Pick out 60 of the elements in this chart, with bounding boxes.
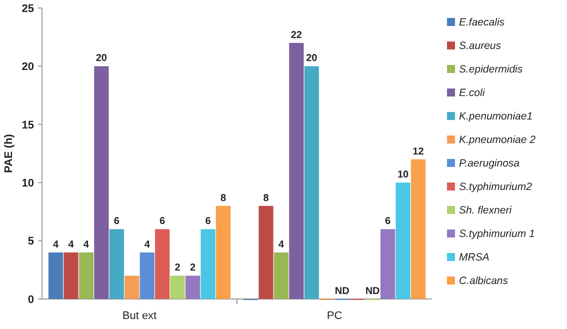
data-label: 2	[174, 262, 181, 274]
bar	[396, 182, 410, 299]
y-axis-title: PAE (h)	[3, 134, 15, 173]
bar	[410, 159, 426, 299]
y-tick-label: 25	[22, 2, 34, 15]
data-label: 4	[278, 239, 284, 250]
data-label: 4	[68, 239, 74, 250]
data-label: 8	[220, 192, 226, 204]
legend-label: S.epidermidis	[459, 64, 524, 76]
data-label: 12	[412, 146, 424, 158]
data-label: ND	[365, 286, 380, 297]
y-tick-label: 15	[22, 119, 34, 132]
y-tick-label: 5	[28, 236, 34, 248]
data-label: 8	[263, 192, 270, 204]
bar	[48, 252, 64, 299]
legend-label: S.aureus	[459, 40, 502, 52]
legend-label: K.pneumoniae 2	[459, 134, 536, 146]
data-label: 6	[114, 216, 120, 228]
data-label: ND	[334, 286, 350, 297]
data-label: 10	[397, 170, 410, 181]
legend-label: P.aeruginosa	[459, 158, 520, 170]
y-tick-label: 10	[22, 177, 34, 190]
data-label: 20	[306, 53, 318, 64]
data-label: 6	[205, 216, 212, 228]
data-label: 22	[290, 30, 302, 41]
bar	[78, 252, 94, 299]
x-tick-label: But ext	[122, 310, 157, 322]
bar	[109, 229, 124, 299]
bar	[274, 252, 289, 299]
y-tick-label: 20	[22, 61, 34, 74]
legend-label: Sh. flexneri	[459, 204, 512, 217]
legend-label: E.coli	[459, 87, 486, 100]
legend-label: S.typhimurium 1	[459, 228, 535, 240]
legend-label: C.albicans	[459, 275, 509, 288]
data-label: 2	[190, 262, 196, 274]
data-label: 4	[52, 239, 59, 250]
bar	[289, 42, 304, 299]
bar	[216, 206, 231, 299]
bar	[200, 229, 216, 299]
legend-label: E.faecalis	[459, 16, 506, 29]
bar	[380, 229, 396, 299]
x-tick-label: PC	[326, 310, 342, 322]
data-label: 6	[385, 216, 392, 228]
bar	[170, 276, 185, 299]
bar	[94, 66, 109, 299]
data-label: 20	[96, 53, 108, 64]
legend-label: S.typhimurium2	[459, 181, 532, 194]
data-label: 4	[83, 239, 90, 250]
bar	[64, 252, 78, 299]
legend-label: K.penumoniae1	[459, 110, 533, 123]
bar	[258, 206, 274, 299]
data-label: 4	[144, 239, 150, 250]
bar	[124, 276, 140, 299]
bar	[185, 276, 200, 299]
legend-label: MRSA	[459, 252, 490, 264]
bar	[140, 252, 154, 299]
bar	[155, 229, 170, 299]
bar	[304, 66, 319, 299]
data-label: 6	[160, 216, 166, 228]
y-tick-label: 0	[28, 294, 34, 306]
